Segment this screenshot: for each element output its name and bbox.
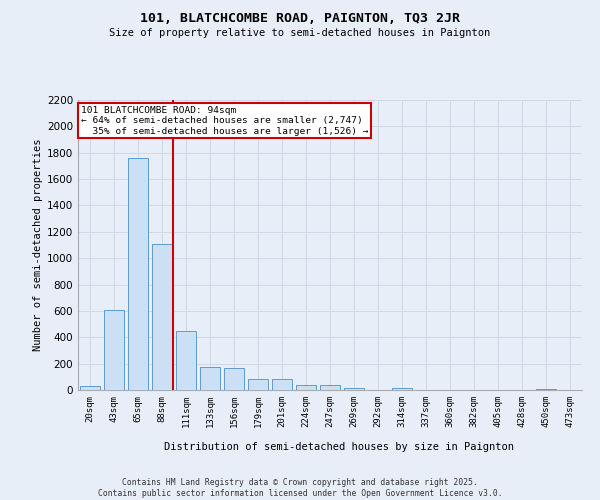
Text: 101 BLATCHCOMBE ROAD: 94sqm
← 64% of semi-detached houses are smaller (2,747)
  : 101 BLATCHCOMBE ROAD: 94sqm ← 64% of sem… [80, 106, 368, 136]
Bar [392, 388, 412, 390]
Bar [128, 158, 148, 390]
Text: Contains HM Land Registry data © Crown copyright and database right 2025.
Contai: Contains HM Land Registry data © Crown c… [98, 478, 502, 498]
Bar [320, 386, 340, 390]
Y-axis label: Number of semi-detached properties: Number of semi-detached properties [33, 138, 43, 352]
Bar [224, 368, 244, 390]
Bar [200, 367, 220, 390]
Bar [152, 244, 172, 390]
Bar [344, 388, 364, 390]
Bar [176, 330, 196, 390]
Bar [80, 386, 100, 390]
Bar [272, 379, 292, 390]
Bar [296, 384, 316, 390]
Bar [104, 310, 124, 390]
Text: Size of property relative to semi-detached houses in Paignton: Size of property relative to semi-detach… [109, 28, 491, 38]
Text: 101, BLATCHCOMBE ROAD, PAIGNTON, TQ3 2JR: 101, BLATCHCOMBE ROAD, PAIGNTON, TQ3 2JR [140, 12, 460, 26]
Bar [248, 379, 268, 390]
Text: Distribution of semi-detached houses by size in Paignton: Distribution of semi-detached houses by … [164, 442, 514, 452]
Bar [536, 388, 556, 390]
